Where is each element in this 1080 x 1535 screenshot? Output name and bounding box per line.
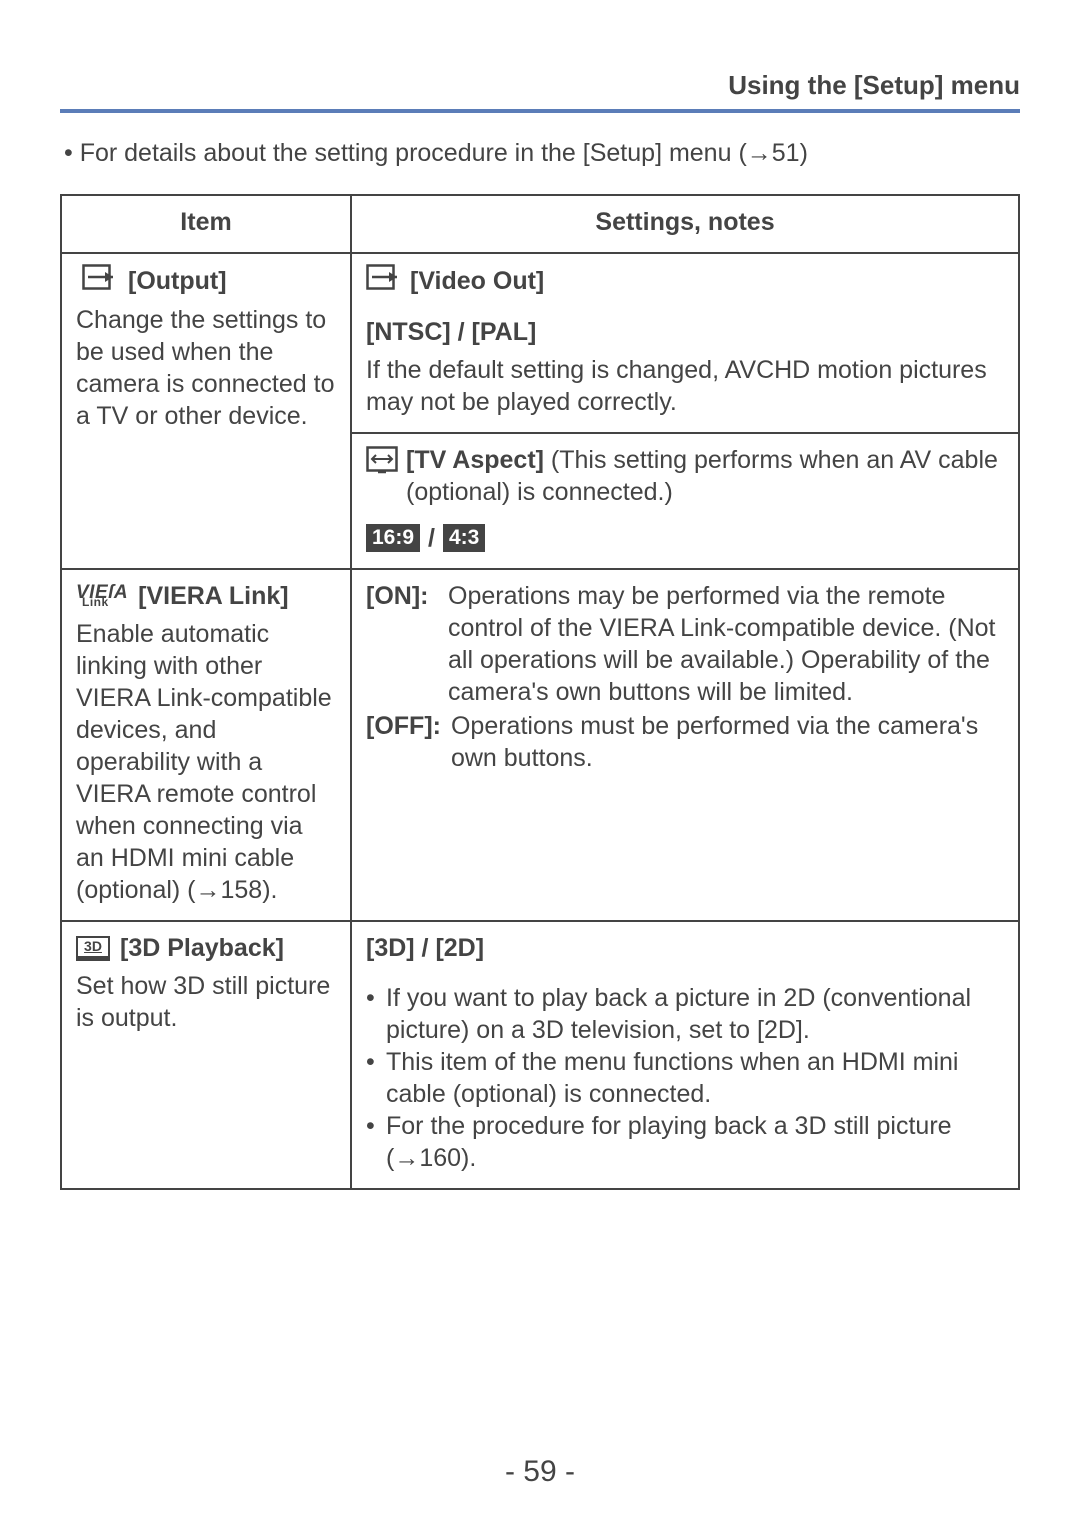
bullet-2: •This item of the menu functions when an… [366,1046,1004,1110]
viera-title: VIEſA Link [VIERA Link] [76,580,336,612]
tv-aspect-line: [TV Aspect] (This setting performs when … [366,444,1004,508]
3d-icon: 3D [76,936,110,961]
col-header-notes: Settings, notes [351,195,1019,253]
row-3d-playback: 3D [3D Playback] Set how 3D still pictur… [61,921,1019,1189]
bullet-3: •For the procedure for playing back a 3D… [366,1110,1004,1174]
cell-3d-notes: [3D] / [2D] •If you want to play back a … [351,921,1019,1189]
row-output: [Output] Change the settings to be used … [61,253,1019,433]
output-desc: Change the settings to be used when the … [76,304,336,432]
cell-output-item: [Output] Change the settings to be used … [61,253,351,569]
bullet-3-text: For the procedure for playing back a 3D … [386,1110,1004,1174]
bullet-1: •If you want to play back a picture in 2… [366,982,1004,1046]
video-out-title: [Video Out] [366,264,1004,298]
viera-on-text: Operations may be performed via the remo… [448,580,1004,708]
page-number: - 59 - [0,1455,1080,1489]
section-header: Using the [Setup] menu [60,70,1020,113]
viera-off-label: [OFF]: [366,710,441,774]
aspect-4-3-badge: 4:3 [443,524,485,551]
cell-viera-item: VIEſA Link [VIERA Link] Enable automatic… [61,569,351,921]
tv-aspect-title: [TV Aspect] [406,446,544,474]
section-title: Using the [Setup] menu [728,70,1020,100]
bullet-1-text: If you want to play back a picture in 2D… [386,982,1004,1046]
aspect-sep: / [428,522,435,554]
aspect-16-9-badge: 16:9 [366,524,420,551]
playback3d-title: 3D [3D Playback] [76,932,336,964]
col-header-item: Item [61,195,351,253]
cell-3d-item: 3D [3D Playback] Set how 3D still pictur… [61,921,351,1189]
tv-aspect-options: 16:9 / 4:3 [366,522,1004,554]
cell-viera-notes: [ON]: Operations may be performed via th… [351,569,1019,921]
viera-off-text: Operations must be performed via the cam… [451,710,1004,774]
viera-off-row: [OFF]: Operations must be performed via … [366,710,1004,774]
playback3d-bullets: •If you want to play back a picture in 2… [366,982,1004,1174]
intro-note: • For details about the setting procedur… [64,139,1020,168]
playback3d-options: [3D] / [2D] [366,932,1004,964]
row-viera-link: VIEſA Link [VIERA Link] Enable automatic… [61,569,1019,921]
video-out-options: [NTSC] / [PAL] [366,316,1004,348]
cell-tv-aspect: [TV Aspect] (This setting performs when … [351,433,1019,569]
video-out-note: If the default setting is changed, AVCHD… [366,354,1004,418]
tv-aspect-icon [366,446,398,482]
bullet-2-text: This item of the menu functions when an … [386,1046,1004,1110]
video-out-arrow-icon [366,264,402,298]
output-arrow-icon [82,264,118,298]
viera-on-label: [ON]: [366,580,438,708]
cell-video-out: [Video Out] [NTSC] / [PAL] If the defaul… [351,253,1019,433]
viera-on-row: [ON]: Operations may be performed via th… [366,580,1004,708]
table-header-row: Item Settings, notes [61,195,1019,253]
playback3d-title-text: [3D Playback] [120,932,284,964]
video-out-title-text: [Video Out] [410,265,544,297]
viera-link-icon: VIEſA Link [76,585,128,608]
manual-page: Using the [Setup] menu • For details abo… [0,0,1080,1535]
output-title: [Output] [82,264,336,298]
settings-table: Item Settings, notes [60,194,1020,1190]
viera-title-text: [VIERA Link] [138,580,288,612]
viera-desc: Enable automatic linking with other VIER… [76,618,336,906]
playback3d-desc: Set how 3D still picture is output. [76,970,336,1034]
output-title-text: [Output] [128,265,227,297]
